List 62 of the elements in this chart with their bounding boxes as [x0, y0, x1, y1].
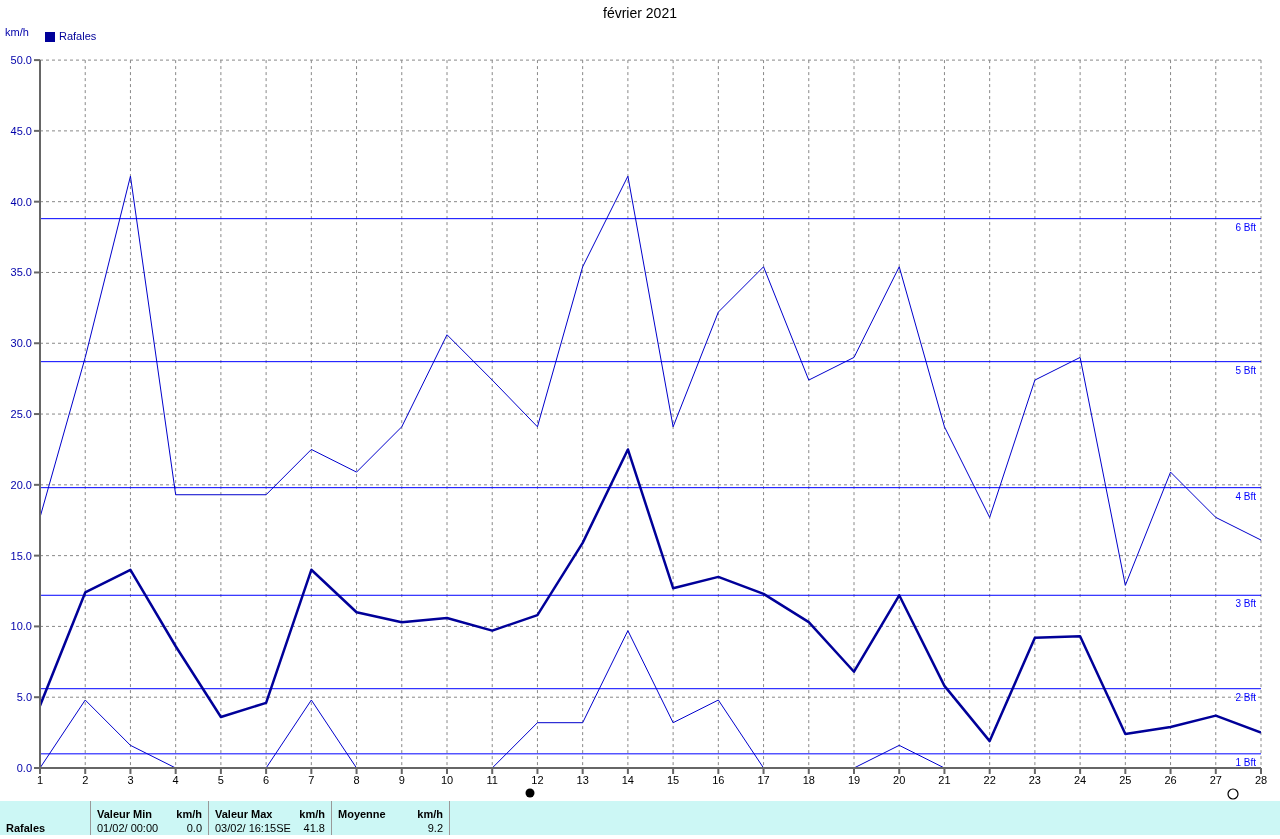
- ref-line-label: 6 Bft: [1235, 221, 1257, 233]
- x-tick-label: 13: [576, 773, 589, 786]
- x-tick-label: 8: [353, 773, 360, 786]
- x-tick-label: 28: [1254, 773, 1268, 786]
- ref-line-label: 3 Bft: [1235, 598, 1257, 610]
- x-tick-label: 20: [893, 773, 906, 786]
- x-tick-label: 9: [398, 773, 405, 786]
- legend-label: Rafales: [59, 30, 97, 42]
- y-tick-label: 35.0: [10, 266, 32, 279]
- text: 41.8: [303, 821, 325, 835]
- x-tick-label: 12: [531, 773, 544, 786]
- y-axis-title: km/h: [5, 26, 29, 38]
- x-tick-label: 5: [217, 773, 224, 786]
- y-tick-label: 50.0: [10, 54, 32, 66]
- y-tick-label: 40.0: [10, 195, 32, 208]
- x-tick-label: 15: [666, 773, 680, 786]
- x-tick-label: 27: [1209, 773, 1222, 786]
- ref-line-label: 5 Bft: [1235, 364, 1257, 376]
- text: km/h: [176, 807, 202, 821]
- x-tick-label: 2: [82, 773, 89, 786]
- y-tick-label: 20.0: [10, 478, 32, 491]
- text: km/h: [299, 807, 325, 821]
- x-tick-label: 24: [1073, 773, 1087, 786]
- text: 01/02/ 00:00: [97, 821, 159, 835]
- x-tick-label: 25: [1119, 773, 1132, 786]
- line-series: [40, 448, 1261, 743]
- y-tick-label: 0.0: [16, 761, 32, 774]
- y-tick-label: 25.0: [10, 407, 32, 420]
- y-tick-label: 45.0: [10, 124, 32, 137]
- x-tick-label: 21: [938, 773, 951, 786]
- text: Rafales: [0, 801, 91, 835]
- text: Moyenne: [338, 807, 386, 821]
- y-tick-label: 10.0: [10, 620, 32, 633]
- x-tick-label: 4: [172, 773, 179, 786]
- text: Valeur Max: [215, 807, 273, 821]
- y-tick-label: 5.0: [16, 691, 32, 704]
- x-tick-label: 19: [847, 773, 861, 786]
- text: km/h: [417, 807, 443, 821]
- x-tick-label: 3: [127, 773, 134, 786]
- text: 03/02/ 16:15SE: [215, 821, 291, 835]
- text: 0.0: [186, 821, 202, 835]
- x-tick-label: 1: [36, 773, 44, 786]
- x-tick-label: 10: [440, 773, 454, 786]
- line-series: [40, 175, 1261, 586]
- x-tick-label: 7: [308, 773, 315, 786]
- y-tick-label: 15.0: [10, 549, 32, 562]
- x-tick-label: 14: [621, 773, 635, 786]
- x-tick-label: 18: [802, 773, 815, 786]
- chart-title: février 2021: [602, 5, 678, 21]
- x-tick-label: 11: [486, 773, 498, 786]
- x-tick-label: 16: [712, 773, 725, 786]
- ref-line-label: 2 Bft: [1235, 691, 1257, 703]
- x-tick-label: 22: [983, 773, 996, 786]
- x-tick-label: 17: [757, 773, 770, 786]
- x-tick-label: 23: [1028, 773, 1042, 786]
- ref-line-label: 1 Bft: [1235, 756, 1257, 768]
- ref-line-label: 4 Bft: [1235, 490, 1257, 502]
- x-tick-label: 26: [1164, 773, 1177, 786]
- text: 9.2: [426, 821, 443, 835]
- x-tick-label: 6: [263, 773, 270, 786]
- text: Valeur Min: [97, 807, 153, 821]
- y-tick-label: 30.0: [10, 337, 32, 350]
